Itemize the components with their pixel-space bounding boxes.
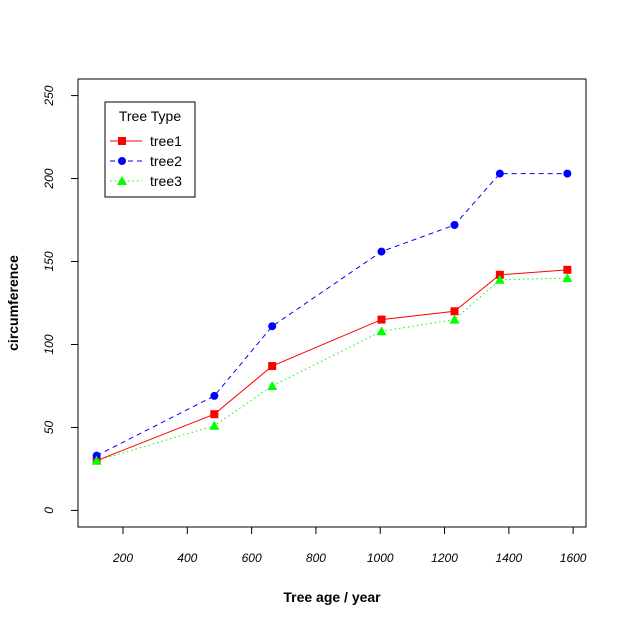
point-tree1-2: [268, 362, 277, 371]
legend-label-tree2: tree2: [150, 153, 182, 169]
x-tick-label-4: 1000: [367, 551, 394, 565]
y-axis: 0 50 100 150 200 250: [42, 85, 79, 514]
legend-marker-tree2: [118, 157, 126, 165]
point-tree2-2: [268, 322, 277, 331]
point-tree2-4: [450, 221, 459, 230]
point-tree3-6: [562, 273, 573, 283]
x-tick-label-3: 800: [306, 551, 326, 565]
point-tree1-3: [377, 315, 386, 324]
y-axis-title: circumference: [5, 255, 21, 351]
series-line-tree2: [96, 173, 568, 457]
x-tick-label-1: 400: [177, 551, 197, 565]
legend-marker-tree3: [117, 176, 127, 185]
y-tick-label-0: 0: [42, 507, 56, 514]
legend-title: Tree Type: [119, 108, 181, 124]
legend-label-tree3: tree3: [150, 173, 182, 189]
y-tick-label-2: 100: [42, 334, 56, 354]
point-tree3-5: [494, 274, 505, 284]
series-tree1: [92, 265, 572, 465]
point-tree1-6: [563, 265, 572, 274]
y-tick-label-5: 250: [42, 85, 56, 106]
point-tree3-0: [91, 455, 102, 465]
legend-label-tree1: tree1: [150, 133, 182, 149]
y-tick-label-3: 150: [42, 251, 56, 271]
point-tree2-1: [210, 391, 219, 400]
point-tree2-6: [563, 169, 572, 178]
series-tree2: [92, 169, 572, 460]
x-axis-title: Tree age / year: [283, 589, 381, 605]
legend-marker-tree1: [118, 137, 126, 145]
point-tree2-5: [495, 169, 504, 178]
x-tick-label-0: 200: [112, 551, 133, 565]
series-tree3: [91, 273, 573, 465]
series-line-tree1: [96, 269, 568, 462]
point-tree3-2: [267, 380, 278, 390]
series-layer: [91, 169, 573, 465]
y-tick-label-1: 50: [42, 420, 56, 434]
x-tick-label-2: 600: [242, 551, 262, 565]
point-tree2-3: [377, 247, 386, 256]
x-axis: 200 400 600 800 1000 1200 1400 1600: [112, 526, 587, 565]
point-tree3-3: [376, 326, 387, 336]
legend: Tree Type tree1 tree2 tree3: [104, 101, 196, 198]
point-tree1-1: [210, 410, 219, 419]
point-tree3-4: [449, 314, 460, 324]
point-tree1-4: [450, 307, 459, 316]
x-tick-label-5: 1200: [431, 551, 458, 565]
legend-items: tree1 tree2 tree3: [110, 133, 182, 189]
y-tick-label-4: 200: [42, 168, 56, 189]
x-tick-label-6: 1400: [495, 551, 522, 565]
point-tree3-1: [209, 420, 220, 430]
x-tick-label-7: 1600: [560, 551, 587, 565]
